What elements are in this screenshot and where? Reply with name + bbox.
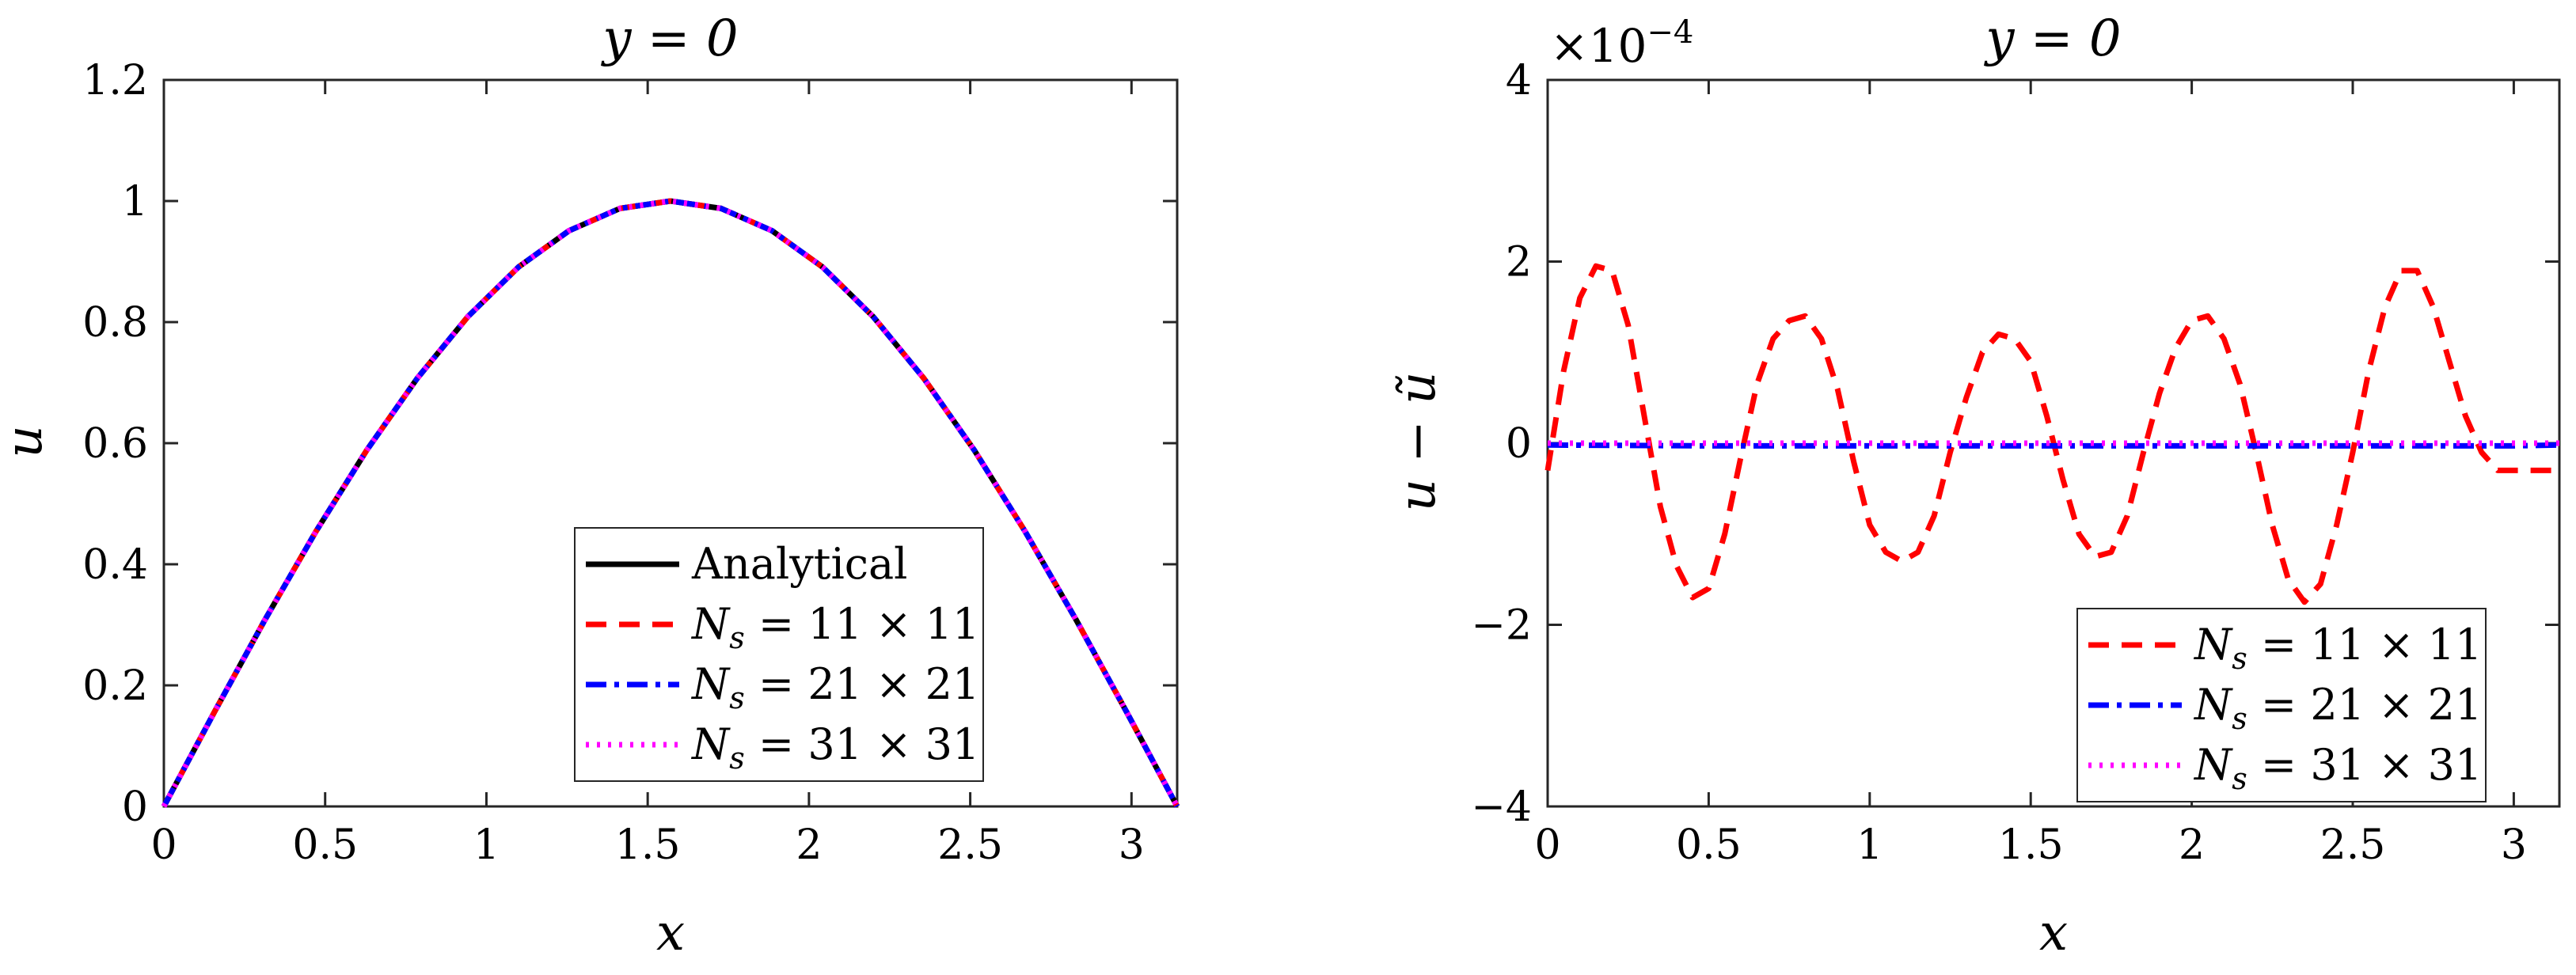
x-tick-label: 3 <box>2501 821 2527 869</box>
legend-subscript: s <box>2232 701 2247 736</box>
x-tick-label: 0.5 <box>1676 821 1742 869</box>
legend-label-1: Ns = 11 × 11 <box>2193 620 2482 676</box>
x-tick-label: 2 <box>2179 821 2205 869</box>
legend-rest: = 11 × 11 <box>2247 620 2483 670</box>
legend-box <box>574 527 984 782</box>
y-tick-label: 0.2 <box>82 662 148 710</box>
legend-label-2: Ns = 21 × 21 <box>2193 680 2482 736</box>
x-tick-label: 2.5 <box>937 821 1003 869</box>
legend-symbol: N <box>2193 620 2233 670</box>
legend-label-3: Ns = 31 × 31 <box>2193 740 2482 796</box>
y-tick-label: 0.6 <box>82 420 148 468</box>
series-line-1 <box>1544 263 2559 605</box>
chart-right-y-scale-exponent: −4 <box>1647 14 1693 51</box>
chart-left-title: y = 0 <box>600 9 738 68</box>
chart-right-ylabel: u − ũ <box>1389 372 1447 512</box>
chart-right-plot-area: 0 0.5 1 1.5 2 2.5 3 −4 −2 0 2 4 <box>1471 57 2561 869</box>
y-tick-label: 0 <box>122 783 148 831</box>
x-tick-label: 1.5 <box>1998 821 2064 869</box>
x-tick-label: 2 <box>796 821 822 869</box>
chart-left: y = 0 x u 0 0.5 1 1.5 2 2.5 3 0 0.2 0.4 0.6 0.8 1 1.2… <box>0 9 1180 962</box>
legend-symbol: N <box>2193 740 2233 790</box>
chart-right-xlabel: x <box>2039 904 2068 962</box>
legend-rest: = 31 × 31 <box>745 719 980 769</box>
y-tick-label: 0.4 <box>82 541 148 589</box>
series-line-2 <box>1547 442 2560 449</box>
series-line-4 <box>161 198 1180 808</box>
legend-label-3: Ns = 21 × 21 <box>690 659 979 715</box>
x-tick-label: 3 <box>1119 821 1145 869</box>
y-tick-label: 2 <box>1506 239 1532 286</box>
y-tick-label: 0 <box>1506 420 1532 468</box>
chart-left-xlabel: x <box>656 904 685 962</box>
legend-rest: = 21 × 21 <box>2247 680 2483 730</box>
legend-rest: = 11 × 11 <box>745 599 980 649</box>
chart-left-plot-area: 0 0.5 1 1.5 2 2.5 3 0 0.2 0.4 0.6 0.8 1 1.2 <box>82 57 1180 869</box>
chart-right-y-scale-base: ×10 <box>1550 19 1647 73</box>
legend-label-4: Ns = 31 × 31 <box>690 719 979 776</box>
x-tick-label: 1 <box>1856 821 1883 869</box>
legend-subscript: s <box>2232 761 2247 796</box>
y-tick-label: 1 <box>122 178 148 226</box>
legend-symbol: N <box>2193 680 2233 730</box>
chart-right: y = 0 x u − ũ ×10−4 0 0.5 1 1.5 2 2.5 3−4−2024… <box>1389 9 2561 962</box>
chart-left-ylabel: u <box>0 425 54 457</box>
legend-subscript: s <box>2232 641 2247 676</box>
y-tick-label: 1.2 <box>82 57 148 104</box>
x-tick-label: 2.5 <box>2320 821 2386 869</box>
legend-subscript: s <box>729 620 745 655</box>
legend-label-1: Analytical <box>691 539 907 589</box>
x-tick-label: 0 <box>150 821 177 869</box>
chart-right-title: y = 0 <box>1983 9 2121 68</box>
y-tick-label: 0.8 <box>82 299 148 347</box>
legend-label-2: Ns = 11 × 11 <box>690 599 979 655</box>
legend-rest: = 21 × 21 <box>745 659 980 709</box>
legend-symbol: N <box>690 599 731 649</box>
legend-box <box>2076 608 2487 802</box>
legend-subscript: s <box>729 681 745 715</box>
legend-rest: = 31 × 31 <box>2247 740 2483 790</box>
x-tick-label: 0 <box>1534 821 1560 869</box>
chart-right-y-scale-label: ×10−4 <box>1550 14 1693 73</box>
legend-subscript: s <box>729 741 745 776</box>
x-tick-label: 1 <box>473 821 500 869</box>
x-tick-label: 1.5 <box>615 821 681 869</box>
y-tick-label: −4 <box>1471 783 1532 831</box>
legend-symbol: N <box>690 719 731 769</box>
y-tick-label: 4 <box>1506 57 1532 104</box>
legend-symbol: N <box>690 659 731 709</box>
y-tick-label: −2 <box>1471 602 1532 650</box>
x-tick-label: 0.5 <box>292 821 358 869</box>
